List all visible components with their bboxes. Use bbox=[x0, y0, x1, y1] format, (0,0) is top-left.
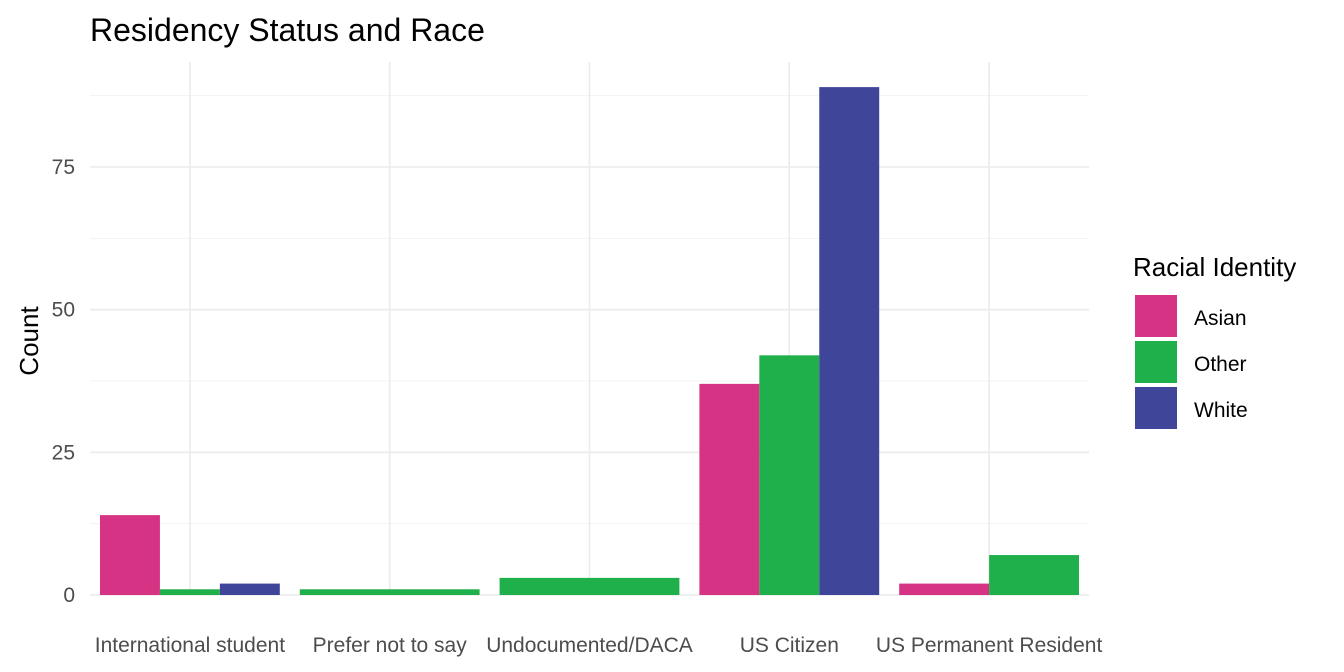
x-tick-label: US Permanent Resident bbox=[876, 634, 1103, 657]
bars bbox=[99, 87, 1080, 596]
bar-us-citizen-asian bbox=[699, 383, 760, 595]
y-axis-ticks: 0 25 50 75 bbox=[52, 156, 75, 607]
bar-us-permanent-resident-other bbox=[989, 555, 1080, 595]
legend-key-asian bbox=[1135, 295, 1177, 337]
y-axis-title: Count bbox=[14, 306, 44, 376]
legend-label-asian: Asian bbox=[1194, 307, 1247, 330]
x-tick-label: Prefer not to say bbox=[313, 634, 468, 657]
y-tick-label: 75 bbox=[52, 156, 75, 179]
legend-key-other bbox=[1135, 341, 1177, 383]
legend-key-white bbox=[1135, 387, 1177, 429]
y-tick-label: 50 bbox=[52, 299, 75, 322]
bar-prefer-not-to-say-other bbox=[299, 589, 480, 595]
grid bbox=[90, 62, 1089, 596]
bar-undocumented-daca-other bbox=[499, 577, 680, 595]
bar-us-citizen-white bbox=[819, 87, 880, 596]
legend-title: Racial Identity bbox=[1133, 252, 1296, 282]
legend: Racial Identity Asian Other White bbox=[1133, 252, 1296, 429]
legend-label-other: Other bbox=[1194, 353, 1247, 376]
bar-international-student-white bbox=[219, 583, 280, 595]
bar-us-citizen-other bbox=[759, 355, 820, 595]
x-tick-label: International student bbox=[95, 634, 285, 657]
legend-label-white: White bbox=[1194, 399, 1248, 422]
chart-title: Residency Status and Race bbox=[90, 12, 485, 48]
bar-international-student-other bbox=[159, 589, 220, 595]
x-axis-ticks: International student Prefer not to say Un… bbox=[95, 634, 1103, 657]
x-tick-label: US Citizen bbox=[740, 634, 839, 657]
y-tick-label: 25 bbox=[52, 441, 75, 464]
x-tick-label: Undocumented/DACA bbox=[486, 634, 693, 657]
bar-us-permanent-resident-asian bbox=[899, 583, 990, 595]
bar-international-student-asian bbox=[99, 515, 160, 595]
y-tick-label: 0 bbox=[63, 584, 75, 607]
